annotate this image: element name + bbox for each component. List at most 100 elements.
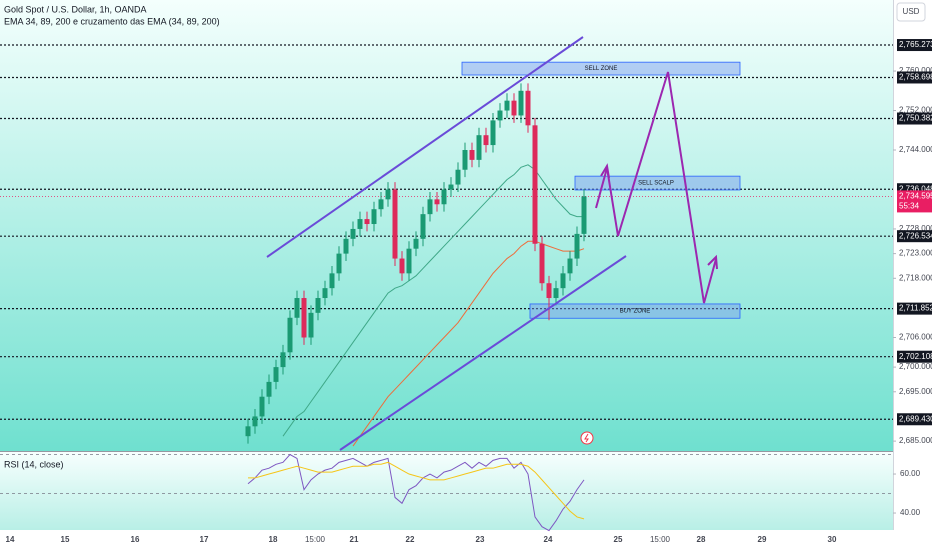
candle-body: [259, 396, 265, 417]
candle-body: [574, 233, 580, 259]
indicator-title: EMA 34, 89, 200 e cruzamento das EMA (34…: [4, 16, 220, 26]
candle-body: [245, 426, 251, 437]
y-tick-label: 2,752.000: [899, 106, 932, 115]
currency-button[interactable]: [896, 2, 926, 22]
level-box: [897, 350, 932, 363]
candle-body: [329, 273, 335, 289]
level-label: 2,689.430: [899, 414, 932, 423]
candle-body: [539, 243, 545, 284]
candle-body: [504, 100, 510, 111]
candle-body: [413, 238, 419, 249]
x-tick-label: 15: [61, 535, 70, 544]
candle-body: [518, 90, 524, 116]
channel-lower: [339, 255, 627, 451]
rsi: [0, 453, 893, 532]
channel-upper: [266, 36, 584, 258]
event-bolt[interactable]: [584, 433, 589, 443]
x-tick-label: 21: [350, 535, 359, 544]
candle-body: [511, 100, 517, 116]
candle-body: [581, 196, 587, 234]
level-box: [897, 112, 932, 125]
candles: [245, 83, 587, 444]
rsi-title: RSI (14, close): [4, 459, 64, 469]
level-label: 2,765.273: [899, 40, 932, 49]
candle-body: [371, 209, 377, 225]
candle-body: [280, 352, 286, 368]
x-tick-label: 22: [406, 535, 415, 544]
rsi-line: [248, 461, 585, 520]
candle-body: [441, 189, 447, 205]
y-tick-label: 2,695.000: [899, 387, 932, 396]
candle-body: [476, 135, 482, 160]
candle-body: [434, 199, 440, 205]
projection: [606, 71, 717, 304]
x-tick-label: 30: [828, 535, 837, 544]
y-tick-label: 2,723.000: [899, 249, 932, 258]
ema-line: [352, 240, 585, 447]
time-axis: [0, 530, 932, 550]
candle-body: [385, 189, 391, 200]
price-axis: [893, 0, 932, 530]
drawings: [266, 36, 718, 451]
candle-body: [497, 110, 503, 121]
candle-body: [308, 312, 314, 338]
level-box: [897, 413, 932, 426]
candle-body: [399, 258, 405, 274]
candle-body: [315, 298, 321, 313]
event-circle[interactable]: [580, 431, 594, 445]
x-tick-label: 18: [269, 535, 278, 544]
x-tick-label: 14: [6, 535, 15, 544]
rsi-pane: [0, 452, 893, 530]
level-box: [897, 302, 932, 315]
candle-body: [567, 258, 573, 274]
candle-body: [560, 273, 566, 289]
zone-label: SELL ZONE: [585, 66, 618, 72]
candle-body: [455, 169, 461, 185]
event-icon[interactable]: [580, 431, 594, 445]
candle-body: [462, 150, 468, 170]
rsi-tick-label: 40.00: [900, 508, 921, 517]
zone-label: BUY ZONE: [620, 309, 651, 315]
projection: [595, 167, 608, 209]
candle-body: [252, 416, 258, 427]
candle-body: [553, 288, 559, 299]
candle-body: [490, 120, 496, 146]
y-tick-label: 2,728.000: [899, 224, 932, 233]
candle-body: [406, 248, 412, 274]
x-tick-label: 29: [758, 535, 767, 544]
level-label: 2,750.382: [899, 114, 932, 123]
y-tick-label: 2,744.000: [899, 145, 932, 154]
symbol-title: Gold Spot / U.S. Dollar, 1h, OANDA: [4, 4, 147, 14]
countdown: 55:34: [899, 202, 920, 211]
candle-body: [546, 283, 552, 299]
candle-body: [287, 317, 293, 353]
candle-body: [301, 298, 307, 338]
zone: [574, 175, 741, 191]
candle-body: [532, 125, 538, 244]
x-tick-label: 25: [614, 535, 623, 544]
x-tick-label: 16: [131, 535, 140, 544]
candle-body: [364, 219, 370, 225]
level-label: 2,758.698: [899, 73, 932, 82]
candle-body: [357, 219, 363, 229]
zone-label: SELL SCALP: [638, 181, 674, 187]
candle-body: [427, 199, 433, 215]
x-tick-label: 15:00: [650, 535, 671, 544]
y-tick-label: 2,685.000: [899, 436, 932, 445]
levels: [0, 44, 893, 420]
level-label: 2,736.048: [899, 184, 932, 193]
candle-body: [294, 298, 300, 318]
x-tick-label: 24: [544, 535, 553, 544]
level-label: 2,711.852: [899, 304, 932, 313]
candle-body: [483, 135, 489, 146]
x-tick-label: 15:00: [305, 535, 326, 544]
x-tick-label: 17: [200, 535, 209, 544]
candle-body: [392, 189, 398, 259]
level-label: 2,726.534: [899, 231, 932, 240]
currency[interactable]: USD: [903, 7, 920, 16]
y-tick-label: 2,706.000: [899, 333, 932, 342]
y-tick-label: 2,718.000: [899, 273, 932, 282]
arrow-head: [707, 254, 718, 270]
level-box: [897, 71, 932, 84]
